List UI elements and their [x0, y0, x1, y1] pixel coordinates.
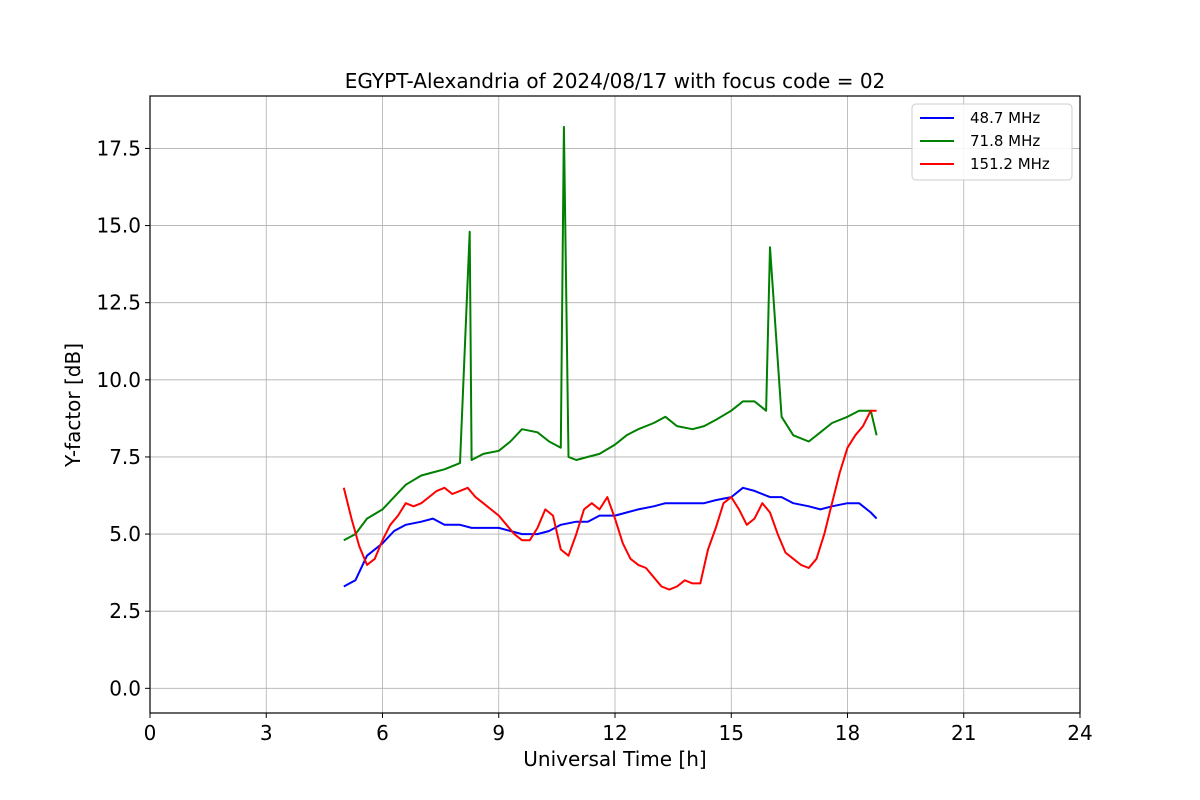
series-layer	[342, 125, 878, 591]
x-tick-label: 21	[951, 721, 976, 745]
series-line-0	[343, 486, 878, 588]
y-tick-label: 7.5	[109, 445, 141, 469]
x-tick-label: 15	[719, 721, 744, 745]
y-tick-label: 2.5	[109, 599, 141, 623]
ticks: 0 3 6 9 12 15 18 21 24 0.0 2.5 5.0 7.5 10.0 12.5 15.0 17…	[96, 136, 1092, 745]
x-tick-label: 9	[492, 721, 505, 745]
x-tick-label: 24	[1067, 721, 1092, 745]
x-tick-label: 12	[602, 721, 627, 745]
y-tick-label: 12.5	[96, 291, 141, 315]
y-axis-label: Y-factor [dB]	[61, 343, 85, 468]
legend-label: 71.8 MHz	[970, 132, 1040, 150]
legend-label: 151.2 MHz	[970, 155, 1050, 173]
legend-label: 48.7 MHz	[970, 109, 1040, 127]
x-tick-label: 0	[144, 721, 157, 745]
y-tick-label: 15.0	[96, 214, 141, 238]
x-tick-label: 3	[260, 721, 273, 745]
grid	[149, 96, 1081, 713]
y-tick-label: 10.0	[96, 368, 141, 392]
series-line-1	[343, 125, 878, 542]
y-tick-label: 17.5	[96, 136, 141, 160]
series-line-2	[342, 409, 877, 591]
legend: 48.7 MHz 71.8 MHz 151.2 MHz	[911, 103, 1073, 181]
x-tick-label: 6	[376, 721, 389, 745]
legend-box	[911, 103, 1073, 181]
y-tick-label: 0.0	[109, 676, 141, 700]
chart-title: EGYPT-Alexandria of 2024/08/17 with focu…	[345, 69, 886, 93]
y-tick-label: 5.0	[109, 522, 141, 546]
x-tick-label: 18	[835, 721, 860, 745]
x-axis-label: Universal Time [h]	[523, 747, 706, 771]
